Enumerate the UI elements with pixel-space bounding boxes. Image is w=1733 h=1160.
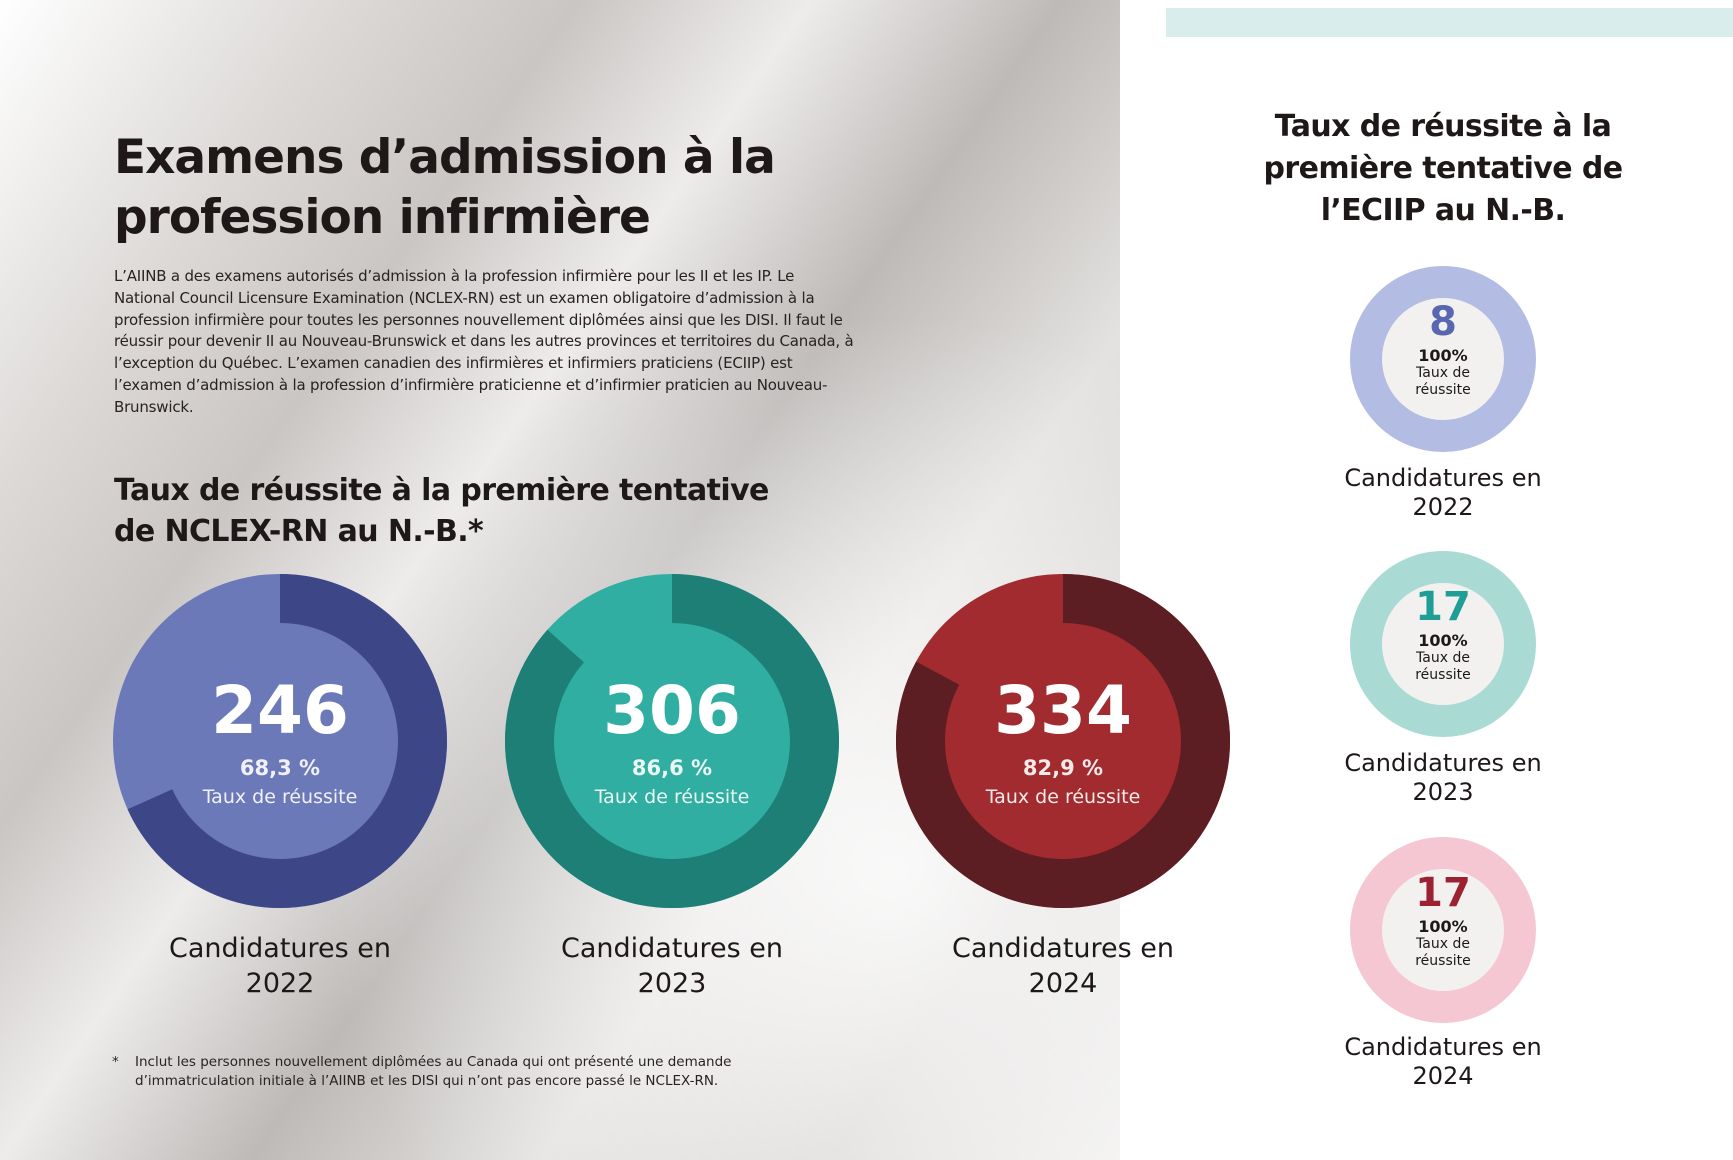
- nclex-donut-2022: 246 68,3 % Taux de réussite: [110, 571, 450, 911]
- pass-rate: 100%: [1418, 631, 1468, 650]
- label-year: 2024: [1412, 1062, 1474, 1090]
- title-line: profession infirmière: [114, 190, 651, 245]
- eciip-label-2022: Candidatures en 2022: [1323, 464, 1563, 522]
- label-text: Candidatures en: [1344, 464, 1542, 492]
- donut-chart: [896, 574, 1230, 908]
- pass-rate-arc: [504, 574, 839, 908]
- intro-paragraph: L’AIINB a des examens autorisés d’admiss…: [114, 267, 854, 416]
- candidate-count: 334: [994, 672, 1132, 749]
- pass-rate-caption: Taux de réussite: [1415, 365, 1471, 398]
- label-text: Candidatures en: [951, 933, 1175, 964]
- label-year: 2023: [1412, 778, 1474, 806]
- nclex-label-2023: Candidatures en 2023: [502, 931, 842, 1001]
- background-photo: [0, 0, 1120, 1160]
- label-year: 2024: [1028, 968, 1098, 999]
- footnote: * Inclut les personnes nouvellement dipl…: [112, 1053, 855, 1091]
- pass-rate: 68,3 %: [239, 756, 321, 780]
- donut-chart: [504, 574, 839, 908]
- candidate-count: 306: [603, 672, 741, 749]
- label-text: Candidatures en: [1344, 1033, 1542, 1061]
- label-text: Candidatures en: [560, 933, 784, 964]
- pass-rate-caption: Taux de réussite: [1415, 650, 1471, 683]
- heading-line: l’ECIIP au N.-B.: [1320, 193, 1566, 228]
- eciip-heading: Taux de réussite à la première tentative …: [1233, 106, 1653, 232]
- candidate-count: 8: [1429, 299, 1457, 345]
- pass-rate: 100%: [1418, 346, 1468, 365]
- pass-rate-caption: Taux de réussite: [202, 786, 358, 808]
- title-line: Examens d’admission à la: [114, 130, 776, 185]
- nclex-donut-2023: 306 86,6 % Taux de réussite: [502, 571, 842, 911]
- heading-line: Taux de réussite à la: [1274, 109, 1612, 144]
- donut-chart: [113, 574, 447, 908]
- label-text: Candidatures en: [1344, 749, 1542, 777]
- nclex-donut-2024: 334 82,9 % Taux de réussite: [893, 571, 1233, 911]
- ring-inner: [1382, 298, 1504, 420]
- candidate-count: 17: [1415, 870, 1471, 916]
- pass-rate-arc: [896, 574, 1230, 908]
- heading-line: Taux de réussite à la première tentative: [114, 473, 769, 508]
- pass-rate: 86,6 %: [631, 756, 713, 780]
- eciip-circle-2023: 17 100% Taux de réussite: [1348, 549, 1538, 739]
- ring-inner: [1382, 583, 1504, 705]
- nclex-label-2024: Candidatures en 2024: [893, 931, 1233, 1001]
- pass-rate-arc: [127, 574, 447, 908]
- pass-rate: 82,9 %: [1022, 756, 1104, 780]
- heading-line: de NCLEX-RN au N.-B.*: [114, 514, 484, 549]
- page-title: Examens d’admission à la profession infir…: [114, 128, 776, 248]
- label-year: 2022: [1412, 493, 1474, 521]
- label-year: 2022: [245, 968, 315, 999]
- label-text: Candidatures en: [168, 933, 392, 964]
- candidate-count: 246: [211, 672, 349, 749]
- decorative-bar: [1166, 8, 1733, 37]
- pass-rate-caption: Taux de réussite: [594, 786, 750, 808]
- eciip-circle-2022: 8 100% Taux de réussite: [1348, 264, 1538, 454]
- ring-inner: [1382, 869, 1504, 991]
- candidate-count: 17: [1415, 584, 1471, 630]
- pass-rate-caption: Taux de réussite: [985, 786, 1141, 808]
- label-year: 2023: [637, 968, 707, 999]
- nclex-label-2022: Candidatures en 2022: [110, 931, 450, 1001]
- eciip-label-2024: Candidatures en 2024: [1323, 1033, 1563, 1091]
- pass-rate-caption: Taux de réussite: [1415, 936, 1471, 969]
- eciip-label-2023: Candidatures en 2023: [1323, 749, 1563, 807]
- footnote-mark: *: [112, 1054, 119, 1070]
- eciip-circle-2024: 17 100% Taux de réussite: [1348, 835, 1538, 1025]
- pass-rate: 100%: [1418, 917, 1468, 936]
- heading-line: première tentative de: [1263, 151, 1624, 186]
- footnote-text: Inclut les personnes nouvellement diplôm…: [135, 1054, 732, 1089]
- nclex-heading: Taux de réussite à la première tentative…: [114, 470, 769, 552]
